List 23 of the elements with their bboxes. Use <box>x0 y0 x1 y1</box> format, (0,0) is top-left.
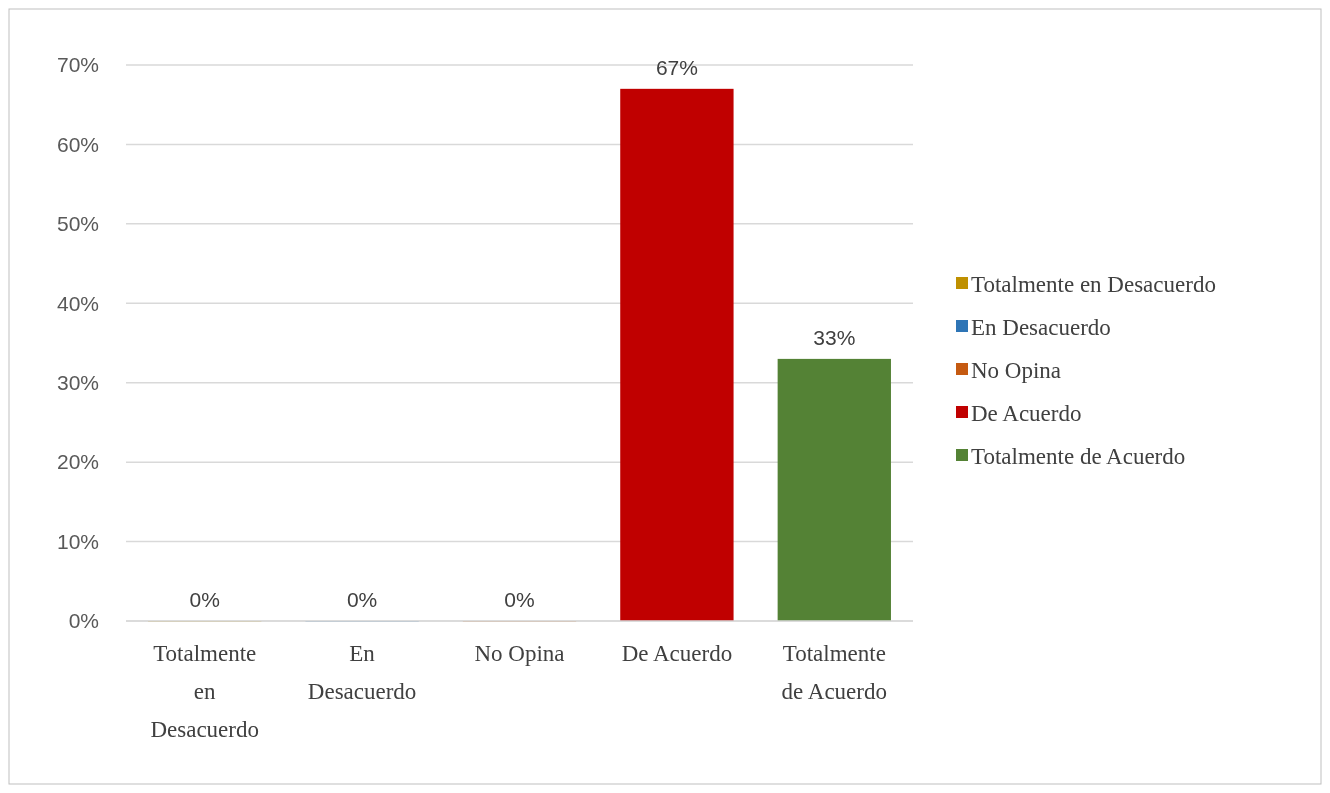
legend-label: Totalmente de Acuerdo <box>971 444 1186 470</box>
legend-label: No Opina <box>971 358 1062 384</box>
data-label: 33% <box>813 325 856 349</box>
y-tick-label: 70% <box>56 53 99 77</box>
y-tick-label: 40% <box>56 291 99 315</box>
data-label: 0% <box>189 588 220 611</box>
data-label: 67% <box>655 55 698 79</box>
x-tick-label: En Desacuerdo <box>307 641 417 704</box>
y-tick-label: 30% <box>56 371 99 395</box>
y-tick-label: 0% <box>68 609 99 633</box>
y-tick-label: 50% <box>56 212 99 236</box>
x-tick-label: Totalmente en Desacuerdo <box>150 641 259 742</box>
y-tick-label: 10% <box>56 529 99 553</box>
legend-label: Totalmente en Desacuerdo <box>971 272 1216 298</box>
x-tick-label: No Opina <box>474 641 565 666</box>
legend-label: De Acuerdo <box>971 401 1082 427</box>
x-tick-label: Totalmente de Acuerdo <box>781 641 887 704</box>
data-label: 0% <box>504 588 535 611</box>
data-label: 0% <box>346 588 378 611</box>
y-tick-label: 20% <box>56 450 99 474</box>
x-tick-label: De Acuerdo <box>621 641 733 666</box>
y-tick-label: 60% <box>56 132 99 156</box>
legend-label: En Desacuerdo <box>971 315 1111 341</box>
